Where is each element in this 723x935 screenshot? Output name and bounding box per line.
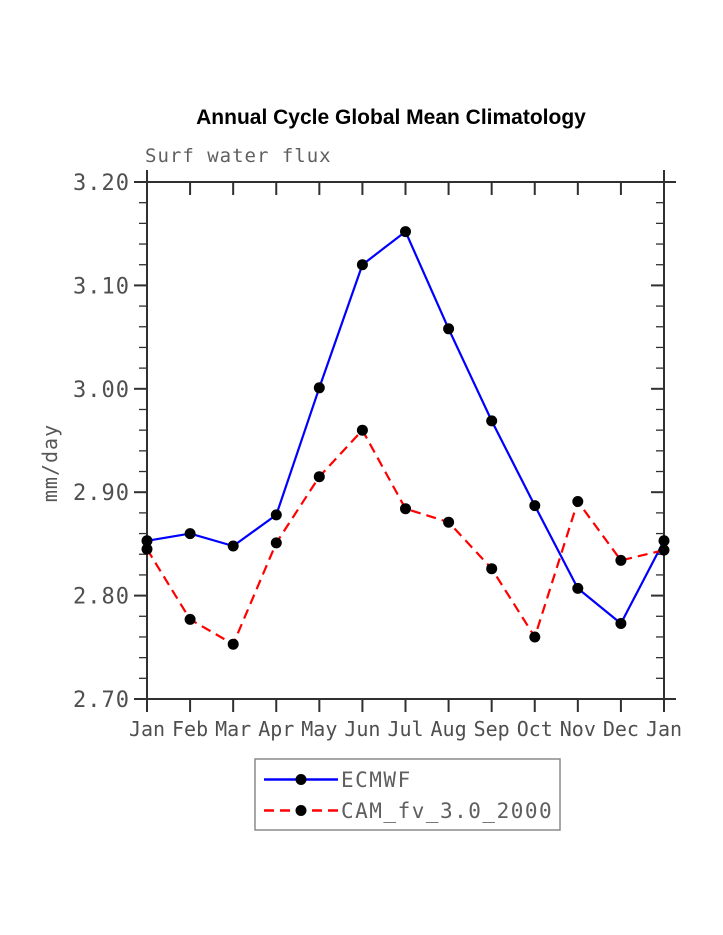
data-point-marker	[356, 259, 368, 271]
data-point-marker	[443, 516, 455, 528]
y-tick-label: 3.20	[73, 171, 130, 196]
data-point-marker	[572, 496, 584, 507]
axis-tick-labels: 3.20 3.10 3.00 2.90 2.80 2.70 Jan Feb Mar Apr May J…	[73, 171, 682, 741]
y-tick-label: 2.70	[73, 688, 130, 713]
data-point-marker	[486, 415, 498, 427]
data-point-marker	[400, 226, 411, 238]
x-tick-label: Nov	[560, 717, 596, 741]
x-tick-label: Sep	[474, 717, 510, 741]
legend-label-ecmwf: ECMWF	[341, 768, 412, 792]
y-tick-label: 2.90	[73, 481, 130, 506]
legend-label-cam: CAM_fv_3.0_2000	[341, 799, 553, 823]
legend-marker-ecmwf-dot-icon	[295, 774, 307, 785]
data-point-marker	[400, 503, 411, 515]
y-axis-title: mm/day	[38, 424, 62, 502]
data-point-marker	[227, 540, 239, 552]
data-point-marker	[658, 544, 670, 556]
data-point-marker	[572, 582, 584, 594]
x-tick-label: May	[301, 717, 337, 741]
x-tick-label: Dec	[603, 717, 639, 741]
x-tick-label: Jan	[646, 717, 682, 741]
data-point-marker	[443, 323, 455, 335]
data-point-marker	[141, 535, 153, 547]
data-point-marker	[658, 535, 670, 547]
data-point-marker	[486, 563, 498, 575]
data-point-marker	[313, 471, 325, 483]
data-point-marker	[615, 618, 627, 629]
data-point-marker	[529, 500, 541, 512]
data-point-marker	[184, 613, 196, 625]
data-point-marker	[356, 424, 368, 436]
data-point-marker	[184, 528, 196, 540]
data-point-marker	[270, 537, 282, 549]
x-tick-label: Jun	[344, 717, 380, 741]
x-tick-label: Oct	[517, 717, 553, 741]
x-tick-label: Jan	[129, 717, 165, 741]
y-tick-label: 3.10	[73, 274, 130, 299]
legend-marker-cam-dot-icon	[295, 805, 307, 816]
axis-ticks	[134, 181, 665, 712]
y-tick-label: 3.00	[73, 378, 130, 403]
x-tick-label: Feb	[172, 717, 208, 741]
x-tick-label: Mar	[215, 717, 251, 741]
legend: ECMWF CAM_fv_3.0_2000	[254, 758, 561, 831]
data-point-marker	[227, 638, 239, 650]
x-tick-label: Jul	[387, 717, 423, 741]
data-point-marker	[529, 631, 541, 643]
legend-box	[254, 758, 561, 831]
y-tick-label: 2.80	[73, 585, 130, 610]
chart-subtitle: Surf water flux	[145, 145, 332, 167]
x-tick-label: Aug	[431, 717, 467, 741]
data-point-marker	[141, 543, 153, 555]
data-point-marker	[270, 509, 282, 521]
x-tick-label: Apr	[258, 717, 294, 741]
data-point-marker	[313, 382, 325, 394]
data-point-marker	[615, 554, 627, 566]
chart-title: Annual Cycle Global Mean Climatology	[196, 106, 586, 129]
data-series	[141, 226, 670, 650]
